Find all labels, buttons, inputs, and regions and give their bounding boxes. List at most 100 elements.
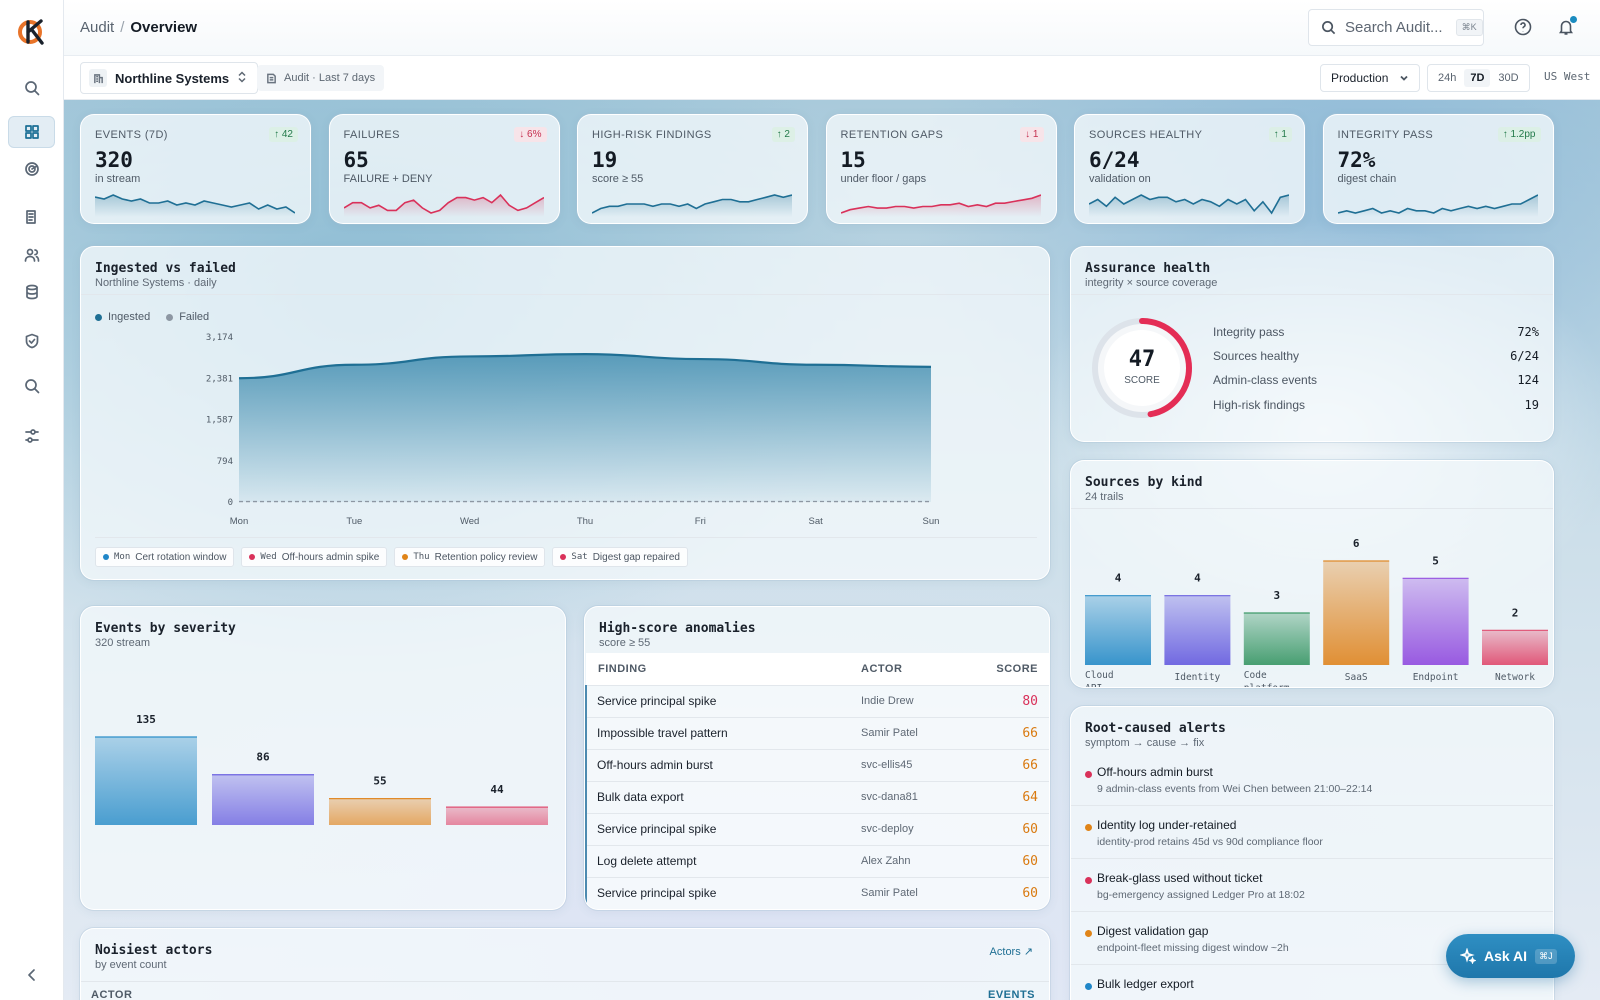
- column-header-actor[interactable]: ACTOR: [861, 653, 959, 686]
- bar-category-label: Endpoint: [1413, 672, 1459, 683]
- kpi-card[interactable]: RETENTION GAPS 15 under floor / gaps ↓ 1: [825, 114, 1057, 224]
- range-30d[interactable]: 30D: [1498, 72, 1519, 84]
- ask-ai-button[interactable]: Ask AI ⌘J: [1446, 934, 1575, 978]
- search-icon[interactable]: [16, 72, 48, 104]
- kpi-subtitle: under floor / gaps: [840, 173, 927, 185]
- kpi-sparkline: [343, 193, 544, 217]
- environment-dropdown[interactable]: Production: [1320, 64, 1420, 92]
- score-cell: 66: [958, 749, 1049, 782]
- table-header: FINDING ACTOR SCORE: [586, 653, 1049, 686]
- table-row[interactable]: Bulk data export svc-dana81 64: [585, 781, 1049, 814]
- kpi-card[interactable]: SOURCES HEALTHY 6/24 validation on ↑ 1: [1074, 114, 1305, 224]
- table-row[interactable]: Log delete attempt Alex Zahn 60: [585, 845, 1049, 878]
- kpi-card[interactable]: INTEGRITY PASS 72% digest chain ↑ 1.2pp: [1322, 114, 1554, 224]
- bar[interactable]: [1085, 595, 1151, 665]
- score-cell: 64: [958, 781, 1049, 814]
- scope-chip[interactable]: Audit · Last 7 days: [257, 65, 385, 91]
- annotation-day: Wed: [260, 552, 277, 562]
- score-cell: 66: [958, 717, 1049, 750]
- dashboard-main: EVENTS (7D) 320 in stream ↑ 42 FAILURES 65 FAI…: [64, 100, 1600, 1000]
- region-label: US West: [1544, 70, 1591, 83]
- x-tick-label: Sat: [809, 516, 824, 527]
- alert-item[interactable]: Break-glass used without ticket bg-emerge…: [1071, 859, 1553, 912]
- kpi-sparkline: [840, 194, 1041, 217]
- actors-title: Noisiest actors: [95, 943, 213, 958]
- bar-value-label: 86: [256, 751, 270, 764]
- shield-icon[interactable]: [16, 325, 48, 357]
- table-row[interactable]: Off-hours admin burst svc-ellis45 66: [585, 749, 1049, 782]
- bar-value-label: 6: [1353, 537, 1360, 550]
- bar[interactable]: [1482, 630, 1548, 665]
- severity-title: Events by severity: [95, 621, 236, 636]
- events-by-severity-card: Events by severity 320 stream 135info86n…: [80, 606, 566, 910]
- bar[interactable]: [212, 774, 314, 825]
- actor-cell: svc-dana81: [861, 781, 959, 814]
- sidebar: [0, 0, 64, 1000]
- annotation-chip[interactable]: Sat Digest gap repaired: [552, 547, 688, 567]
- actor-cell: Indie Drew: [861, 685, 959, 718]
- kpi-label: INTEGRITY PASS: [1337, 129, 1434, 141]
- kpi-card[interactable]: HIGH-RISK FINDINGS 19 score ≥ 55 ↑ 2: [577, 114, 808, 224]
- bar[interactable]: [95, 737, 197, 825]
- column-header-finding[interactable]: FINDING: [586, 653, 861, 686]
- alert-item[interactable]: Bulk ledger export: [1071, 965, 1553, 1000]
- settings-sliders-icon[interactable]: [16, 420, 48, 452]
- sparkline-line: [592, 194, 792, 214]
- range-24h[interactable]: 24h: [1438, 72, 1457, 84]
- app-logo[interactable]: [17, 17, 47, 47]
- annotation-chip[interactable]: Thu Retention policy review: [394, 547, 546, 567]
- column-header-events[interactable]: EVENTS: [987, 989, 1035, 1000]
- bar[interactable]: [329, 798, 431, 825]
- building-icon: [89, 69, 107, 87]
- kpi-card[interactable]: FAILURES 65 FAILURE + DENY ↓ 6%: [328, 114, 560, 224]
- annotation-chip[interactable]: Mon Cert rotation window: [95, 547, 235, 567]
- bar[interactable]: [1402, 578, 1469, 665]
- legend-item-failed[interactable]: Failed: [166, 311, 209, 323]
- chevron-down-icon: [1400, 75, 1408, 81]
- assurance-subtitle: integrity × source coverage: [1085, 277, 1218, 289]
- log-icon[interactable]: [16, 201, 48, 233]
- alert-item[interactable]: Identity log under-retained identity-prod…: [1071, 806, 1553, 859]
- annotation-dot: [249, 554, 256, 560]
- database-icon[interactable]: [16, 276, 48, 308]
- actors-link[interactable]: Actors ↗: [989, 946, 1033, 958]
- collapse-sidebar-icon[interactable]: [16, 959, 48, 991]
- bar[interactable]: [1323, 561, 1390, 665]
- actors-subtitle: by event count: [95, 959, 167, 971]
- org-selector[interactable]: Northline Systems: [80, 62, 259, 94]
- bar[interactable]: [1164, 595, 1231, 665]
- breadcrumb-root[interactable]: Audit: [80, 19, 115, 36]
- range-7d[interactable]: 7D: [1464, 69, 1491, 87]
- bar-value-label: 4: [1194, 572, 1201, 585]
- bar[interactable]: [446, 807, 548, 825]
- annotation-day: Mon: [114, 552, 131, 562]
- table-row[interactable]: Service principal spike Samir Patel 60: [585, 877, 1049, 909]
- column-header-score[interactable]: SCORE: [958, 653, 1049, 686]
- table-row[interactable]: Impossible travel pattern Samir Patel 66: [585, 717, 1049, 750]
- alert-title: Digest validation gap: [1097, 924, 1209, 938]
- kpi-card[interactable]: EVENTS (7D) 320 in stream ↑ 42: [80, 114, 311, 224]
- notifications-bell-icon[interactable]: [1557, 16, 1577, 38]
- annotation-chip[interactable]: Wed Off-hours admin spike: [241, 547, 388, 567]
- x-tick-label: Mon: [230, 516, 248, 527]
- bar[interactable]: [1243, 613, 1310, 665]
- dashboard-icon[interactable]: [8, 116, 55, 148]
- radar-icon[interactable]: [16, 153, 48, 185]
- users-icon[interactable]: [16, 239, 48, 271]
- column-header-actor[interactable]: ACTOR: [91, 989, 133, 1000]
- table-row[interactable]: Service principal spike Indie Drew 80: [585, 685, 1049, 718]
- assurance-title: Assurance health: [1085, 261, 1211, 276]
- investigate-icon[interactable]: [16, 370, 48, 402]
- legend-item-ingested[interactable]: Ingested: [95, 311, 150, 323]
- table-row[interactable]: Service principal spike svc-deploy 60: [585, 813, 1049, 846]
- kpi-subtitle: score ≥ 55: [592, 173, 644, 185]
- ask-ai-shortcut: ⌘J: [1535, 948, 1557, 964]
- alert-item[interactable]: Digest validation gap endpoint-fleet miss…: [1071, 912, 1553, 965]
- sources-bar-chart: 4 Cloud API 4 Identity 3 Code platform 6 SaaS 5 End…: [1085, 537, 1548, 688]
- alert-item[interactable]: Off-hours admin burst 9 admin-class event…: [1071, 753, 1553, 806]
- help-icon[interactable]: [1514, 18, 1534, 38]
- search-input[interactable]: Search Audit... ⌘K: [1308, 9, 1484, 46]
- x-tick-label: Thu: [577, 516, 593, 527]
- bar-category-label: Cloud API: [1085, 670, 1114, 688]
- kpi-value: 72%: [1337, 148, 1376, 172]
